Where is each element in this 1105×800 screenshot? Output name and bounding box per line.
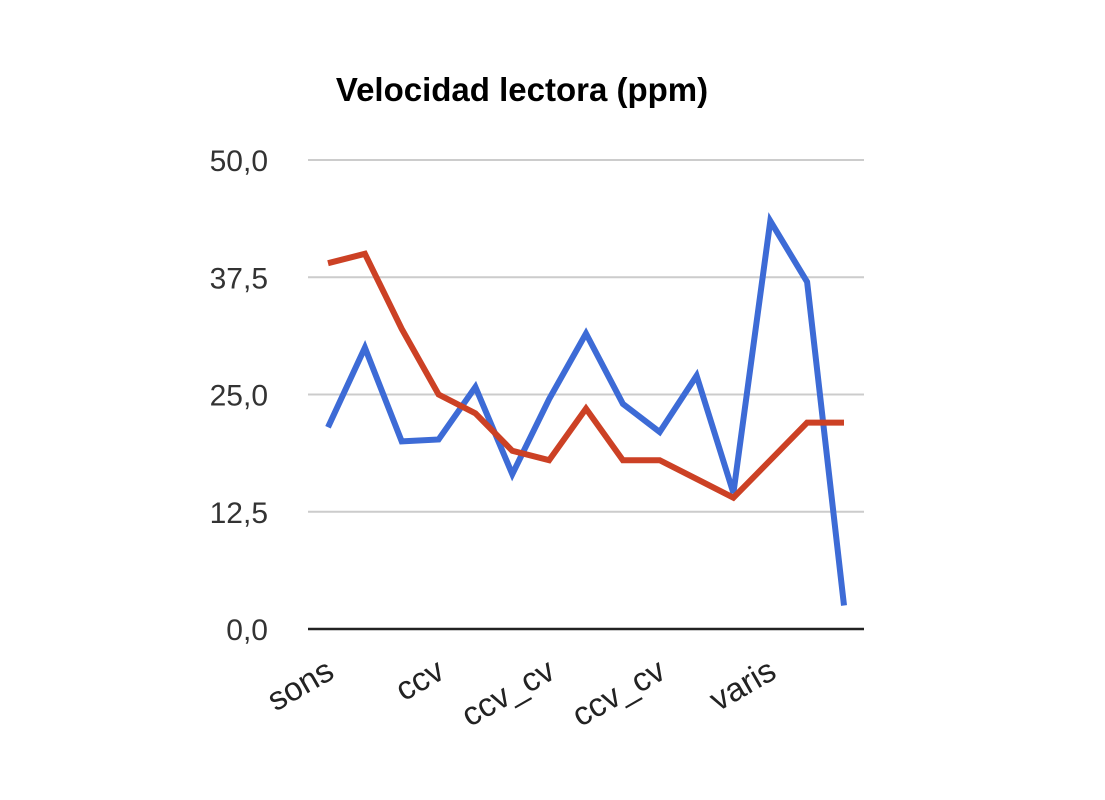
y-tick-label: 12,5 [210, 497, 268, 530]
x-axis-tick-labels: sons ccv ccv_cv ccv_cv varis [261, 651, 782, 734]
series-line-1 [325, 212, 847, 606]
series-lines [325, 212, 847, 606]
x-tick-label: varis [703, 651, 782, 718]
y-tick-label: 25,0 [210, 380, 268, 413]
x-tick-label: sons [261, 651, 340, 718]
x-tick-label: ccv [389, 651, 451, 708]
x-tick-label: ccv_cv [565, 651, 671, 734]
gridlines [308, 159, 864, 513]
series-line-2 [327, 250, 844, 502]
y-tick-label: 37,5 [210, 262, 268, 295]
y-axis-tick-labels: 0,0 12,5 25,0 37,5 50,0 [210, 145, 268, 647]
x-tick-label: ccv_cv [455, 651, 561, 734]
chart-title: Velocidad lectora (ppm) [336, 71, 708, 108]
y-tick-label: 0,0 [226, 614, 268, 647]
y-tick-label: 50,0 [210, 145, 268, 178]
